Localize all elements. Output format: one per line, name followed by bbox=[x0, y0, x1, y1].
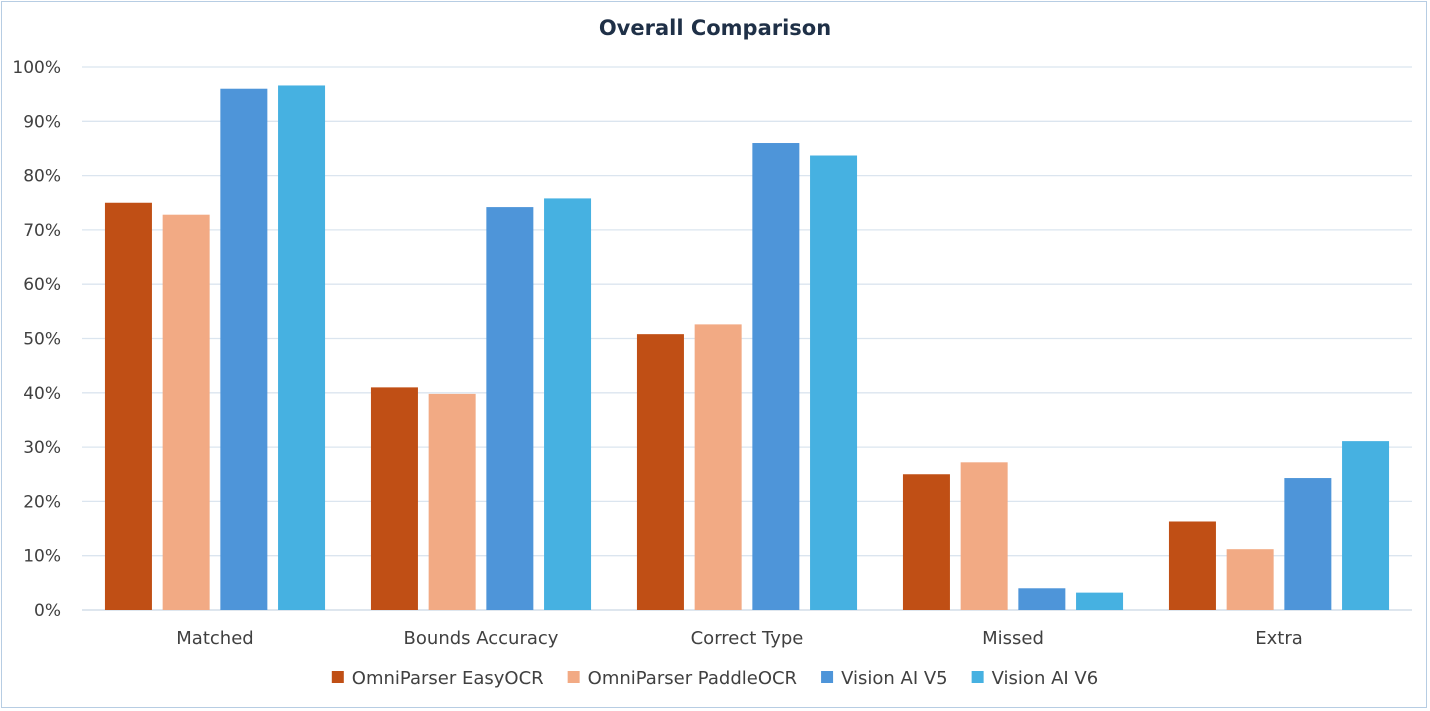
y-tick-label: 30% bbox=[23, 438, 61, 458]
bar bbox=[1342, 441, 1390, 610]
bar bbox=[220, 88, 268, 611]
y-tick-label: 50% bbox=[23, 330, 61, 350]
legend: OmniParser EasyOCR OmniParser PaddleOCR Vi… bbox=[331, 668, 1099, 689]
legend-label: Vision AI V5 bbox=[841, 668, 948, 689]
legend-swatch bbox=[331, 671, 344, 683]
y-tick-label: 60% bbox=[23, 275, 61, 295]
bar bbox=[370, 387, 418, 610]
category-label: Bounds Accuracy bbox=[404, 628, 559, 649]
bar bbox=[1018, 588, 1066, 610]
legend-swatch bbox=[567, 671, 580, 683]
bar bbox=[636, 334, 684, 610]
bar bbox=[428, 393, 476, 610]
legend-label: Vision AI V6 bbox=[992, 668, 1099, 689]
legend-label: OmniParser EasyOCR bbox=[352, 668, 544, 689]
legend-swatch bbox=[971, 671, 984, 683]
category-label: Matched bbox=[176, 628, 253, 649]
y-tick-label: 90% bbox=[23, 112, 61, 132]
y-tick-label: 40% bbox=[23, 384, 61, 404]
y-tick-label: 0% bbox=[34, 601, 61, 621]
bar bbox=[104, 202, 152, 610]
category-labels: Matched Bounds Accuracy Correct Type Missed… bbox=[176, 628, 1302, 649]
legend-item: OmniParser EasyOCR bbox=[331, 668, 544, 689]
y-axis-tick-labels: 0% 10% 20% 30% 40% 50% 60% 70% 80% 90% 100% bbox=[12, 58, 61, 621]
bar bbox=[902, 474, 950, 610]
bar bbox=[162, 214, 210, 611]
bar bbox=[960, 462, 1008, 610]
bar bbox=[1284, 478, 1332, 610]
y-tick-label: 100% bbox=[12, 58, 61, 78]
bar bbox=[486, 207, 534, 610]
legend-item: Vision AI V5 bbox=[821, 668, 948, 689]
bar bbox=[544, 198, 592, 610]
category-label: Missed bbox=[982, 628, 1044, 649]
category-label: Extra bbox=[1255, 628, 1303, 649]
y-tick-label: 80% bbox=[23, 167, 61, 187]
bar bbox=[752, 143, 800, 610]
legend-item: Vision AI V6 bbox=[971, 668, 1099, 689]
legend-item: OmniParser PaddleOCR bbox=[567, 668, 797, 689]
y-tick-label: 70% bbox=[23, 221, 61, 241]
bar bbox=[1226, 549, 1274, 610]
y-tick-label: 10% bbox=[23, 547, 61, 567]
category-label: Correct Type bbox=[691, 628, 804, 649]
legend-swatch bbox=[821, 671, 834, 683]
bar bbox=[278, 85, 326, 611]
legend-label: OmniParser PaddleOCR bbox=[588, 668, 797, 689]
chart-title: Overall Comparison bbox=[598, 16, 832, 40]
bar bbox=[694, 324, 742, 610]
bar bbox=[1076, 592, 1124, 610]
bar bbox=[810, 155, 858, 610]
bars bbox=[104, 85, 1390, 611]
bar bbox=[1168, 521, 1216, 610]
y-tick-label: 20% bbox=[23, 492, 61, 512]
